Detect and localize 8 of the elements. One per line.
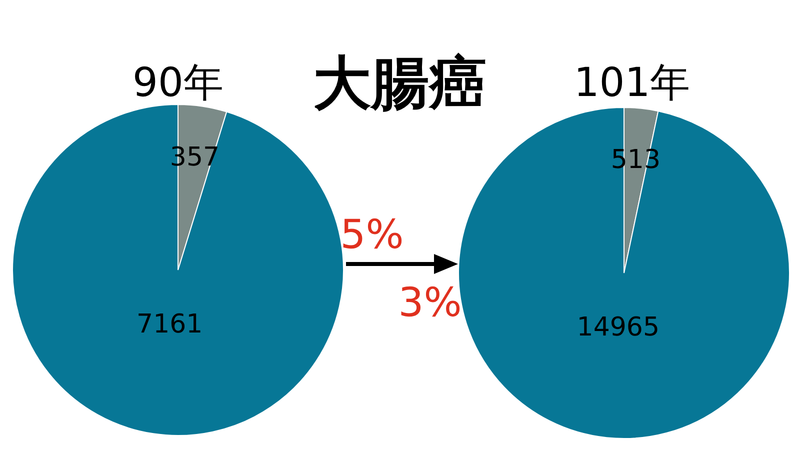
text: 5% — [340, 212, 404, 258]
chart-title: 101年 — [574, 59, 690, 108]
data-label: 513 — [610, 144, 661, 175]
data-label: 7161 — [136, 309, 203, 340]
text: 大腸癌 — [313, 48, 487, 119]
chart-title: 90年 — [132, 59, 224, 108]
data-label: 14965 — [576, 312, 660, 343]
text: 3% — [398, 280, 462, 326]
